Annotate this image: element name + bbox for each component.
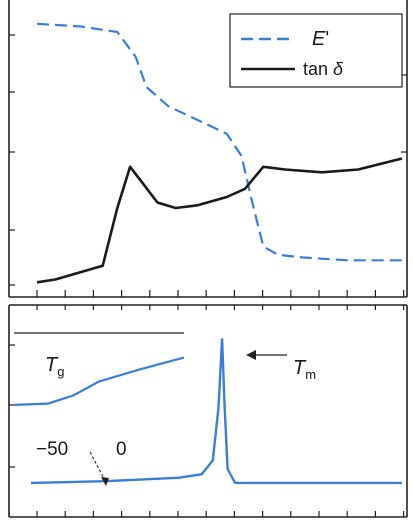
top-panel-series	[36, 22, 403, 284]
top-panel-ticks	[9, 34, 407, 297]
annotation-minus-50: −50	[36, 439, 68, 460]
series-e-prime-line	[36, 22, 402, 262]
series-tan-delta-line	[36, 157, 403, 284]
annotation-arrow-head	[101, 477, 109, 486]
bottom-panel-ticks	[9, 305, 405, 517]
annotation-zero: 0	[116, 439, 127, 460]
series-inset-tg-line	[13, 356, 185, 406]
bottom-panel-series	[30, 338, 402, 485]
inset-tg-label: Tg	[45, 354, 64, 379]
inset-series	[13, 356, 185, 406]
legend: E' tan δ	[229, 13, 403, 88]
tm-arrow-head	[246, 350, 256, 360]
annotation-arrow-shaft	[89, 451, 107, 483]
tm-label: Tm	[293, 357, 316, 382]
legend-label-tan-delta: tan δ	[303, 59, 344, 79]
legend-box	[229, 13, 403, 88]
series-dsc-line	[30, 338, 402, 485]
legend-label-e-prime: E'	[312, 28, 329, 50]
